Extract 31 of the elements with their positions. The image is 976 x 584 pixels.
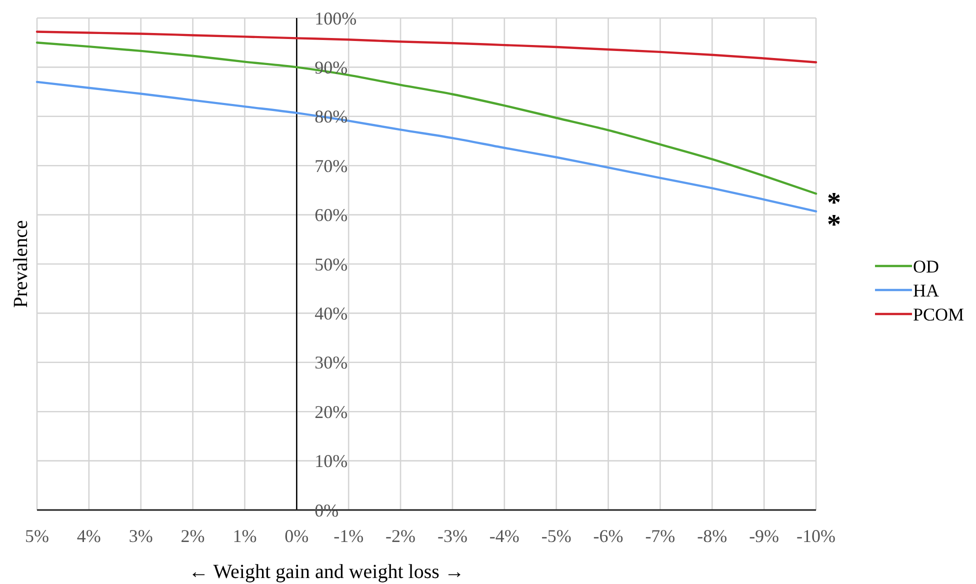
x-tick-label: -5% bbox=[541, 526, 572, 546]
x-tick-label: 2% bbox=[180, 526, 205, 546]
y-tick-label: 20% bbox=[314, 402, 348, 422]
line-series bbox=[36, 42, 818, 195]
y-tick-label: 100% bbox=[314, 8, 357, 28]
x-tick-label: -2% bbox=[386, 526, 416, 546]
x-tick-label: 5% bbox=[25, 526, 49, 546]
y-tick-label: 40% bbox=[314, 304, 348, 324]
x-tick-label: -3% bbox=[437, 526, 468, 546]
y-tick-label: 30% bbox=[314, 352, 348, 373]
x-tick-label: 0% bbox=[284, 526, 309, 546]
x-tick-label: 1% bbox=[232, 526, 257, 546]
x-tick-label: -7% bbox=[645, 526, 676, 546]
x-tick-label: -10% bbox=[796, 526, 836, 546]
x-tick-label: 4% bbox=[76, 526, 101, 546]
x-axis-title: ← Weight gain and weight loss → bbox=[188, 561, 464, 583]
x-tick-label: -9% bbox=[749, 526, 780, 546]
x-tick-label: 3% bbox=[128, 526, 153, 546]
y-tick-label: 50% bbox=[314, 254, 348, 274]
legend-label: PCOM bbox=[913, 304, 964, 324]
y-tick-label: 60% bbox=[314, 205, 348, 226]
x-tick-label: -4% bbox=[489, 526, 520, 546]
x-tick-label: -6% bbox=[593, 526, 624, 546]
line-series bbox=[36, 30, 818, 64]
y-tick-label: 70% bbox=[314, 156, 348, 176]
y-tick-label: 10% bbox=[314, 451, 348, 472]
x-tick-label: -8% bbox=[697, 526, 728, 546]
x-tick-label: -1% bbox=[334, 526, 364, 546]
legend-label: OD bbox=[913, 256, 939, 276]
y-axis-title: Prevalence bbox=[10, 220, 32, 308]
legend-label: HA bbox=[913, 280, 939, 300]
